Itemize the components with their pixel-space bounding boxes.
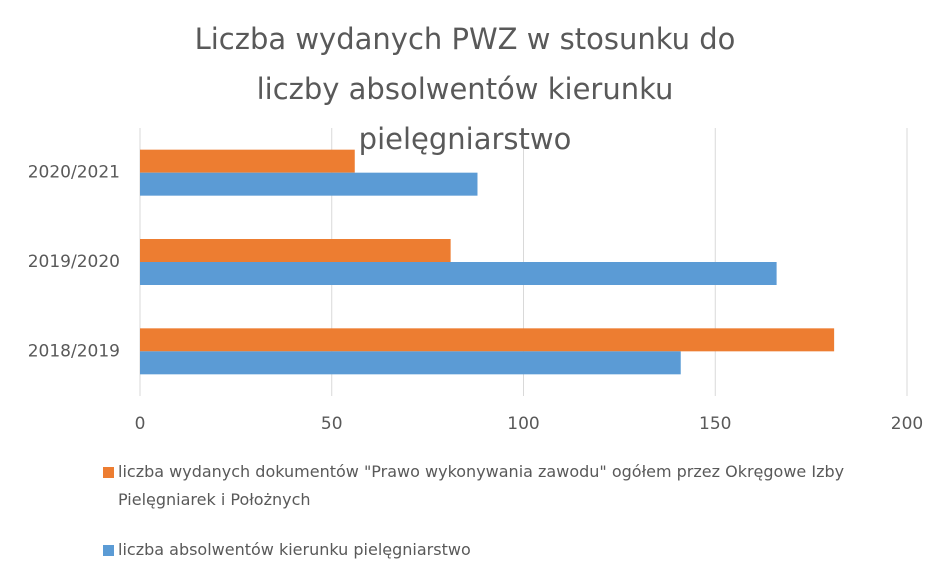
x-tick-label: 0	[135, 414, 146, 434]
bar	[140, 239, 451, 262]
y-tick-label: 2019/2020	[28, 252, 120, 272]
x-tick-label: 200	[891, 414, 923, 434]
legend-swatch	[103, 467, 114, 478]
y-tick-label: 2020/2021	[28, 163, 120, 183]
legend-item: liczba absolwentów kierunku pielęgniarst…	[103, 536, 883, 561]
bar	[140, 351, 681, 375]
chart-title: Liczba wydanych PWZ w stosunku do liczby…	[194, 22, 736, 156]
y-tick-label: 2018/2019	[28, 341, 120, 361]
x-tick-label: 150	[699, 414, 731, 434]
legend-swatch	[103, 545, 114, 556]
legend-label: liczba wydanych dokumentów "Prawo wykony…	[118, 462, 845, 509]
bar	[140, 149, 355, 173]
x-tick-label: 50	[321, 414, 343, 434]
bar	[140, 172, 478, 196]
legend-label: liczba absolwentów kierunku pielęgniarst…	[118, 540, 471, 559]
bar	[140, 328, 835, 352]
x-tick-label: 100	[507, 414, 539, 434]
legend-item: liczba wydanych dokumentów "Prawo wykony…	[103, 458, 883, 514]
bar	[140, 262, 777, 285]
